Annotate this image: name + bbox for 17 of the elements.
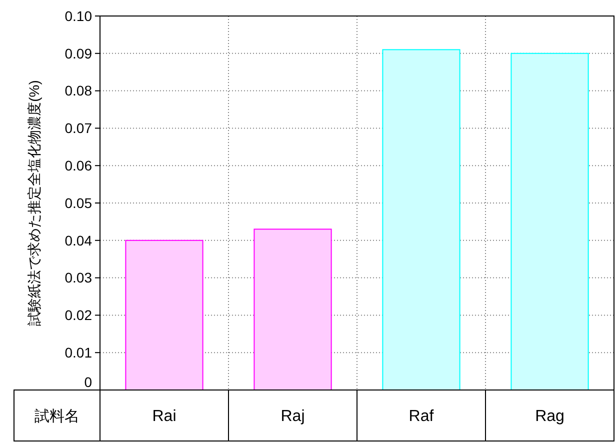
y-tick-label: 0 bbox=[84, 374, 92, 390]
y-tick-label: 0.08 bbox=[64, 82, 92, 99]
y-tick-label: 0.02 bbox=[64, 307, 92, 324]
x-tick-label: Raf bbox=[408, 408, 434, 426]
x-tick-label: Rag bbox=[535, 408, 564, 426]
y-tick-label: 0.09 bbox=[64, 45, 92, 62]
x-tick-label: Rai bbox=[152, 408, 176, 426]
y-axis-title: 試験紙法で求めた推定全塩化物濃度(%) bbox=[26, 80, 42, 326]
x-axis-title: 試料名 bbox=[34, 408, 80, 425]
y-tick-label: 0.01 bbox=[64, 344, 92, 360]
y-tick-label: 0.06 bbox=[64, 158, 92, 174]
y-tick-label: 0.10 bbox=[64, 8, 92, 24]
y-tick-label: 0.07 bbox=[64, 120, 92, 136]
y-tick-label: 0.04 bbox=[64, 232, 92, 248]
y-tick-label: 0.03 bbox=[64, 270, 92, 286]
x-tick-label: Raj bbox=[280, 408, 305, 426]
y-tick-label: 0.05 bbox=[64, 194, 92, 211]
